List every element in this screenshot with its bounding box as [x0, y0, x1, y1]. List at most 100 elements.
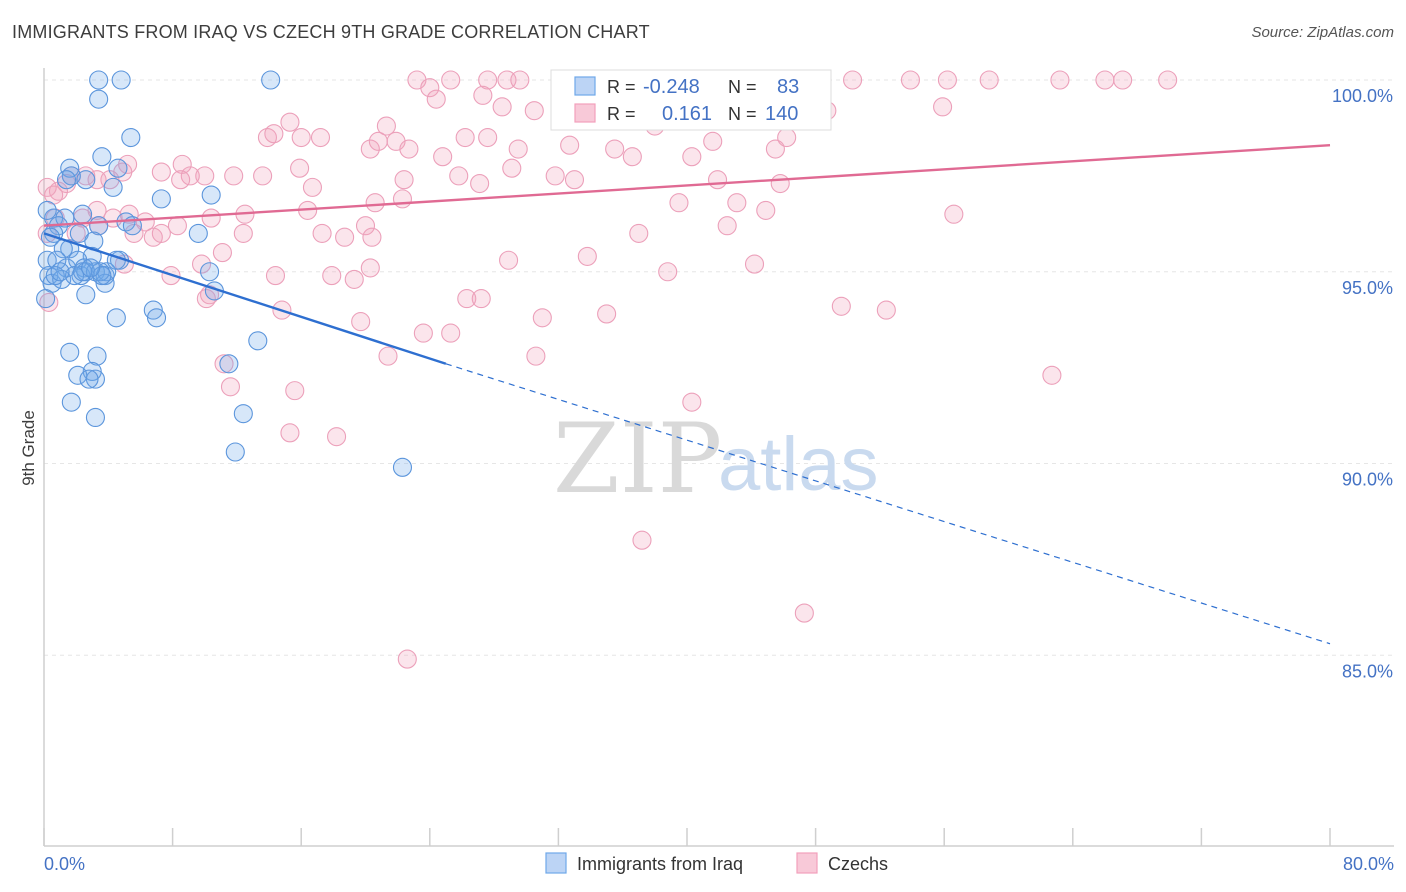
iraq-point [201, 185, 221, 205]
czech-point [470, 173, 490, 194]
czech-point [191, 254, 212, 274]
czech-point [39, 292, 59, 312]
czech-point [744, 254, 765, 274]
bottom-legend-label-czech: Czechs [828, 854, 888, 874]
czech-point [703, 131, 723, 151]
iraq-point [85, 407, 105, 428]
iraq-point [60, 158, 80, 178]
czech-point [597, 304, 617, 324]
watermark-atlas: atlas [718, 422, 879, 507]
iraq-points [36, 70, 413, 477]
czech-point [394, 170, 414, 190]
iraq-point [219, 354, 239, 374]
czech-point [682, 392, 702, 412]
czech-point [441, 70, 461, 90]
czech-point [378, 346, 398, 366]
czech-point [629, 223, 649, 243]
czech-point [220, 377, 241, 397]
legend-swatch-iraq [574, 76, 596, 96]
bottom-legend-label-iraq: Immigrants from Iraq [577, 854, 743, 874]
czech-point [151, 223, 171, 243]
czech-point [351, 312, 371, 332]
czech-point [124, 223, 144, 243]
y-tick-labels: 85.0% 90.0% 95.0% 100.0% [1332, 86, 1393, 681]
czech-point [508, 139, 528, 159]
czech-point [365, 193, 385, 213]
czech-point [632, 530, 652, 550]
czech-point [280, 112, 300, 132]
czech-point [979, 70, 999, 90]
y-tick-label: 85.0% [1342, 661, 1393, 681]
legend-box: R = -0.248 N = 83 R = 0.161 N = 140 [550, 69, 832, 131]
czech-point [605, 139, 625, 159]
iraq-point [92, 266, 112, 286]
grid-lines [44, 79, 1394, 656]
czech-point [510, 70, 530, 90]
czech-point [707, 170, 728, 190]
iraq-point [200, 262, 220, 282]
iraq-point [248, 331, 268, 351]
iraq-point [76, 285, 96, 305]
iraq-point [87, 346, 107, 366]
czech-point [171, 170, 191, 190]
iraq-point [188, 223, 208, 243]
iraq-point [143, 300, 163, 320]
czech-point [280, 423, 300, 443]
iraq-point [36, 289, 56, 309]
czech-point [376, 116, 396, 136]
czech-point [1050, 70, 1070, 90]
czech-point [360, 258, 380, 278]
czech-point [397, 649, 417, 669]
czech-point [1095, 70, 1115, 90]
czech-points [37, 70, 1178, 669]
czech-point [876, 300, 896, 320]
czech-point [392, 189, 413, 209]
iraq-point [225, 442, 245, 462]
iraq-point [81, 258, 101, 278]
czech-point [449, 166, 469, 186]
czech-point [344, 269, 364, 289]
iraq-point [261, 70, 281, 90]
czech-point [290, 158, 310, 178]
czech-point [87, 200, 107, 220]
iraq-point [79, 369, 99, 389]
czech-point [658, 262, 678, 282]
iraq-point [95, 273, 115, 293]
iraq-trend-extension [445, 363, 1331, 645]
iraq-point [47, 250, 67, 270]
iraq-point [61, 392, 81, 412]
czech-point [532, 308, 552, 328]
czech-point [119, 204, 139, 224]
iraq-point [37, 250, 57, 270]
czech-point [413, 323, 433, 343]
iraq-point [121, 127, 141, 148]
czech-point [265, 266, 286, 286]
iraq-point [82, 361, 102, 382]
czech-point [291, 127, 311, 148]
iraq-point [60, 342, 80, 362]
czech-point [717, 216, 737, 236]
czech-point [577, 246, 597, 266]
legend-r-value-czech: 0.161 [662, 103, 712, 125]
legend-frame [550, 69, 832, 131]
x-tick-label-max: 80.0% [1343, 854, 1394, 874]
czech-point [831, 296, 851, 316]
czech-point [360, 139, 380, 159]
czech-point [433, 147, 453, 167]
y-tick-label: 100.0% [1332, 86, 1393, 106]
czech-point [471, 289, 491, 309]
czech-point [794, 603, 814, 623]
source-label: Source: ZipAtlas.com [1251, 24, 1394, 41]
czech-point [526, 346, 546, 366]
iraq-trend-line [43, 232, 447, 365]
czech-point [224, 166, 244, 186]
czech-point [172, 154, 192, 174]
czech-point [499, 250, 519, 270]
iraq-point [111, 70, 131, 90]
czech-point [327, 427, 347, 447]
czech-point [457, 289, 477, 309]
czech-point [368, 131, 388, 151]
czech-point [37, 177, 57, 197]
czech-point [937, 70, 957, 90]
czech-point [310, 127, 331, 148]
